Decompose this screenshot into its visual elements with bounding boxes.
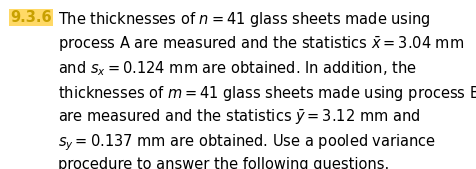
- Text: and $s_x = 0.124$ mm are obtained. In addition, the: and $s_x = 0.124$ mm are obtained. In ad…: [59, 59, 417, 78]
- Text: 9.3.6: 9.3.6: [10, 10, 52, 25]
- Text: procedure to answer the following questions.: procedure to answer the following questi…: [59, 157, 390, 169]
- Text: The thicknesses of $n = 41$ glass sheets made using: The thicknesses of $n = 41$ glass sheets…: [59, 10, 431, 29]
- Text: process A are measured and the statistics $\bar{x} = 3.04$ mm: process A are measured and the statistic…: [59, 34, 465, 54]
- Text: thicknesses of $m = 41$ glass sheets made using process B: thicknesses of $m = 41$ glass sheets mad…: [59, 83, 476, 103]
- Text: are measured and the statistics $\bar{y} = 3.12$ mm and: are measured and the statistics $\bar{y}…: [59, 108, 421, 127]
- Text: $s_y = 0.137$ mm are obtained. Use a pooled variance: $s_y = 0.137$ mm are obtained. Use a poo…: [59, 132, 436, 153]
